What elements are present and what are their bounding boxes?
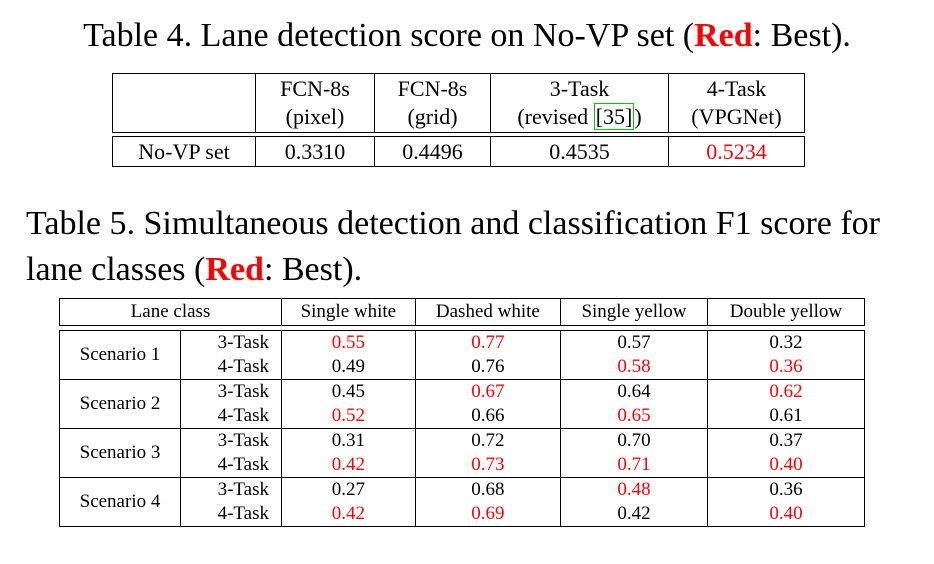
table5-header-cell: Single yellow	[560, 298, 708, 326]
table5-caption-text: Table 5. Simultaneous detection and clas…	[26, 205, 881, 288]
table4-value: 0.5234	[668, 136, 805, 167]
f1-value: 0.57	[560, 330, 708, 355]
method-label: 3-Task	[180, 379, 282, 404]
method-label: 3-Task	[180, 477, 282, 502]
f1-value: 0.71	[560, 453, 708, 478]
header-line: (grid)	[407, 104, 458, 129]
f1-value: 0.69	[414, 502, 562, 527]
f1-value: 0.42	[560, 502, 708, 527]
table-row: 4-Task 0.49 0.76 0.58 0.36	[60, 355, 866, 380]
table-row: Scenario 4 3-Task 0.27 0.68 0.48 0.36	[59, 477, 866, 527]
table5-header-cell: Double yellow	[706, 298, 866, 326]
header-line: FCN-8s	[280, 76, 350, 101]
table5-header-cell: Single white	[281, 298, 416, 326]
table5-spacer	[59, 325, 865, 331]
f1-value: 0.45	[281, 379, 416, 404]
table-row: 4-Task 0.42 0.69 0.42 0.40	[60, 502, 866, 527]
f1-value: 0.66	[414, 404, 562, 429]
table4-header-cell: FCN-8s (pixel)	[255, 73, 375, 133]
f1-value: 0.67	[414, 379, 562, 404]
f1-value: 0.36	[706, 477, 866, 502]
f1-value: 0.72	[414, 428, 562, 453]
table4-caption: Table 4. Lane detection score on No-VP s…	[0, 16, 934, 56]
scenario-label: Scenario 3	[59, 428, 181, 478]
table-row: Scenario 3 3-Task 0.31 0.72 0.70 0.37	[59, 428, 866, 478]
method-label: 4-Task	[180, 404, 282, 429]
table5: Lane class Single white Dashed white Single…	[59, 298, 866, 527]
f1-value: 0.76	[414, 355, 562, 380]
f1-value: 0.58	[560, 355, 708, 380]
table4-value: 0.4535	[490, 136, 669, 167]
header-line: (revised	[517, 104, 594, 129]
f1-value: 0.36	[706, 355, 866, 380]
method-label: 4-Task	[180, 502, 282, 527]
citation-link[interactable]: [35]	[593, 103, 635, 130]
header-line: 4-Task	[706, 76, 767, 101]
f1-value: 0.64	[560, 379, 708, 404]
f1-value: 0.70	[560, 428, 708, 453]
header-line: FCN-8s	[397, 76, 468, 101]
table-row: 4-Task 0.42 0.73 0.71 0.40	[60, 453, 866, 478]
f1-value: 0.77	[414, 330, 562, 355]
table4-value: 0.3310	[255, 136, 375, 167]
f1-value: 0.40	[706, 502, 866, 527]
header-line: 3-Task	[549, 76, 610, 101]
f1-value: 0.42	[281, 502, 416, 527]
f1-value: 0.40	[706, 453, 866, 478]
header-line: )	[634, 104, 642, 129]
table4: FCN-8s (pixel) FCN-8s (grid) 3-Task (revise…	[112, 73, 805, 167]
table4-header-cell: FCN-8s (grid)	[374, 73, 491, 133]
f1-value: 0.61	[706, 404, 866, 429]
f1-value: 0.55	[281, 330, 416, 355]
method-label: 3-Task	[180, 428, 282, 453]
table4-row-label: No-VP set	[112, 136, 256, 167]
table4-value: 0.4496	[374, 136, 491, 167]
table4-caption-text: Table 4. Lane detection score on No-VP s…	[83, 17, 695, 54]
method-label: 4-Task	[180, 453, 282, 478]
table-row: 4-Task 0.52 0.66 0.65 0.61	[60, 404, 866, 429]
table4-caption-end: : Best).	[752, 17, 851, 54]
f1-value: 0.42	[281, 453, 416, 478]
f1-value: 0.27	[281, 477, 416, 502]
scenario-label: Scenario 2	[59, 379, 181, 429]
f1-value: 0.68	[414, 477, 562, 502]
method-label: 3-Task	[180, 330, 282, 355]
f1-value: 0.49	[281, 355, 416, 380]
f1-value: 0.31	[281, 428, 416, 453]
table4-caption-red: Red	[694, 17, 753, 54]
table5-header-cell: Dashed white	[414, 298, 562, 326]
table5-caption-end: : Best).	[263, 251, 363, 288]
table4-corner-cell	[112, 73, 256, 133]
f1-value: 0.73	[414, 453, 562, 478]
method-label: 4-Task	[180, 355, 282, 380]
table-row: Scenario 2 3-Task 0.45 0.67 0.64 0.62	[59, 379, 866, 429]
scenario-label: Scenario 1	[59, 330, 181, 380]
table5-caption: Table 5. Simultaneous detection and clas…	[26, 201, 926, 293]
table4-header-cell: 4-Task (VPGNet)	[668, 73, 805, 133]
table4-header-cell: 3-Task (revised [35])	[490, 73, 669, 133]
f1-value: 0.48	[560, 477, 708, 502]
f1-value: 0.65	[560, 404, 708, 429]
f1-value: 0.37	[706, 428, 866, 453]
table5-caption-red: Red	[205, 251, 264, 288]
header-line: (pixel)	[285, 104, 345, 129]
table5-header-cell: Lane class	[59, 298, 282, 326]
header-line: (VPGNet)	[691, 104, 782, 129]
scenario-label: Scenario 4	[59, 477, 181, 527]
f1-value: 0.52	[281, 404, 416, 429]
table-row: Scenario 1 3-Task 0.55 0.77 0.57 0.32	[59, 330, 866, 380]
f1-value: 0.32	[706, 330, 866, 355]
f1-value: 0.62	[706, 379, 866, 404]
